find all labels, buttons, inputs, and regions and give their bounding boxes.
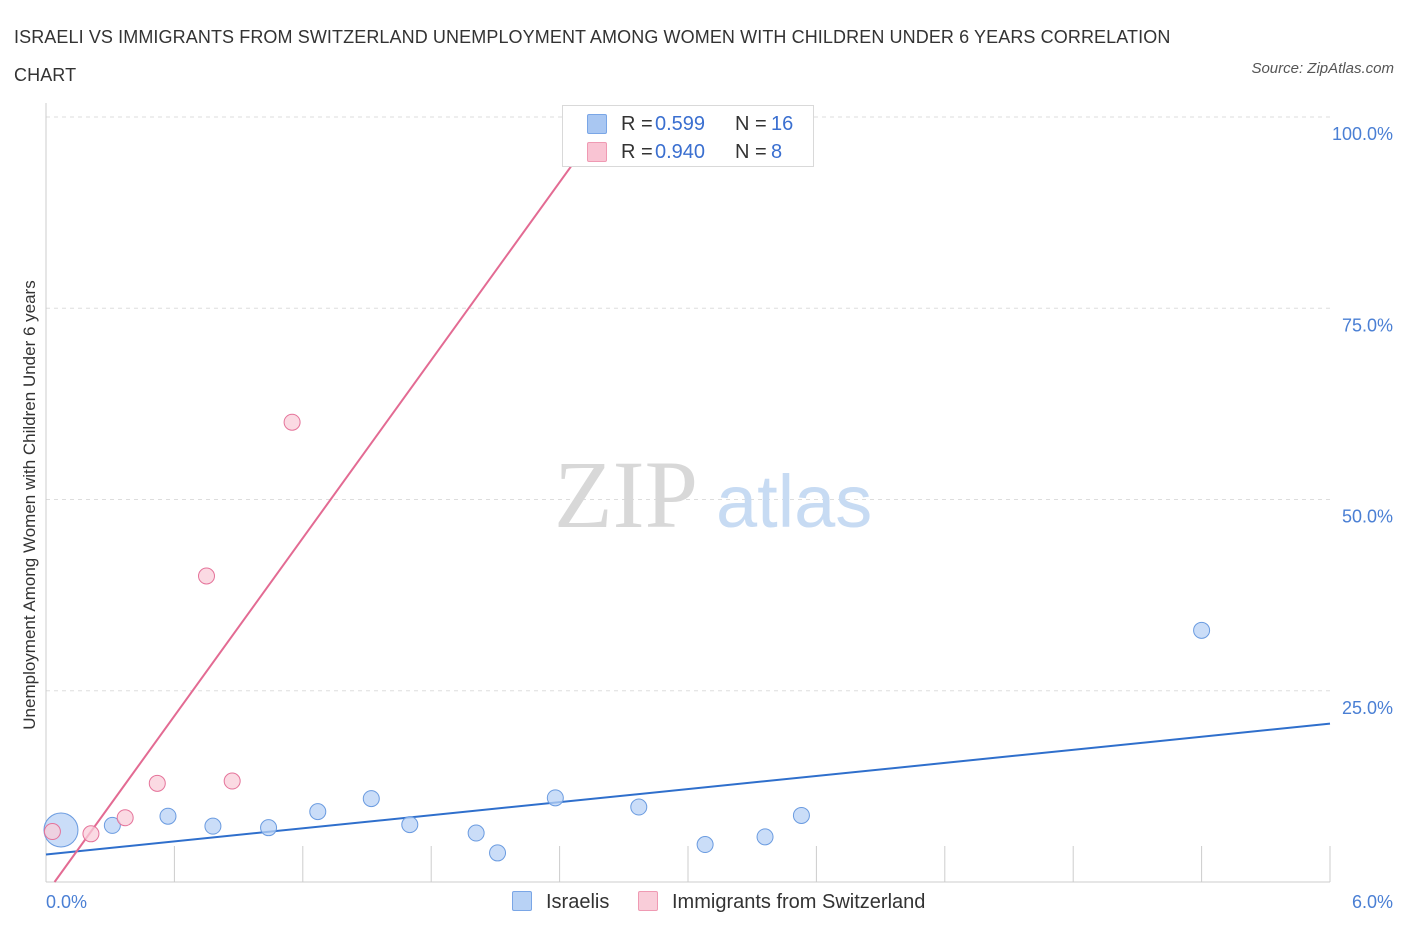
switzerland-trend-line — [53, 116, 608, 883]
switzerland-point — [283, 413, 301, 431]
r-value: 0.940 — [655, 141, 706, 163]
israelis-point — [546, 789, 564, 807]
israelis-point — [260, 819, 278, 837]
y-tick-label: 25.0% — [1342, 698, 1393, 718]
israelis-point — [467, 824, 485, 842]
switzerland-point — [198, 567, 215, 585]
switzerland-legend-swatch — [638, 891, 658, 911]
switzerland-point — [82, 825, 100, 843]
israelis-point — [696, 836, 714, 854]
r-label: R = — [621, 141, 653, 163]
israelis-legend-label: Israelis — [546, 891, 610, 913]
israelis-point — [309, 803, 327, 821]
israelis-point — [489, 844, 507, 862]
r-value: 0.599 — [655, 113, 706, 135]
watermark: ZIP atlas — [554, 441, 872, 548]
switzerland-point — [43, 823, 61, 841]
chart-title: ISRAELI VS IMMIGRANTS FROM SWITZERLAND U… — [14, 27, 1171, 85]
israelis-point — [204, 817, 222, 835]
switzerland-point — [223, 772, 241, 790]
r-label: R = — [621, 113, 653, 135]
israelis-swatch — [587, 114, 607, 134]
y-tick-label: 75.0% — [1342, 315, 1393, 335]
x-tick-label-max: 6.0% — [1352, 892, 1393, 912]
israelis-legend-swatch — [512, 891, 532, 911]
y-tick-label: 100.0% — [1332, 124, 1393, 144]
israelis-point — [103, 816, 121, 834]
switzerland-point — [148, 774, 166, 792]
y-tick-label: 50.0% — [1342, 507, 1393, 527]
israelis-point — [1193, 621, 1211, 639]
israelis-point — [401, 816, 419, 834]
tick-labels: 100.0% 75.0% 50.0% 25.0% 0.0% 6.0% — [46, 124, 1393, 912]
switzerland-legend-label: Immigrants from Switzerland — [672, 891, 926, 913]
israelis-trend-line — [45, 722, 1331, 856]
switzerland-point — [116, 809, 134, 827]
israelis-point — [362, 790, 380, 808]
israelis-point — [159, 807, 177, 825]
axes — [45, 103, 1331, 883]
watermark-atlas: atlas — [716, 460, 872, 543]
data-points — [43, 108, 1211, 862]
watermark-zip: ZIP — [554, 441, 698, 548]
n-value: 8 — [771, 141, 783, 163]
x-tick-label-min: 0.0% — [46, 892, 87, 912]
gridlines — [46, 116, 1330, 692]
n-label: N = — [735, 113, 767, 135]
n-label: N = — [735, 141, 767, 163]
israelis-point — [792, 806, 810, 824]
source-label: Source: ZipAtlas.com — [1251, 60, 1394, 77]
correlation-legend: R = 0.599 N = 16 R = 0.940 N = 8 — [562, 105, 814, 167]
israelis-point — [756, 828, 774, 846]
israelis-point — [630, 798, 648, 816]
n-value: 16 — [771, 113, 794, 135]
trend-lines — [45, 116, 1331, 883]
switzerland-swatch — [587, 142, 607, 162]
